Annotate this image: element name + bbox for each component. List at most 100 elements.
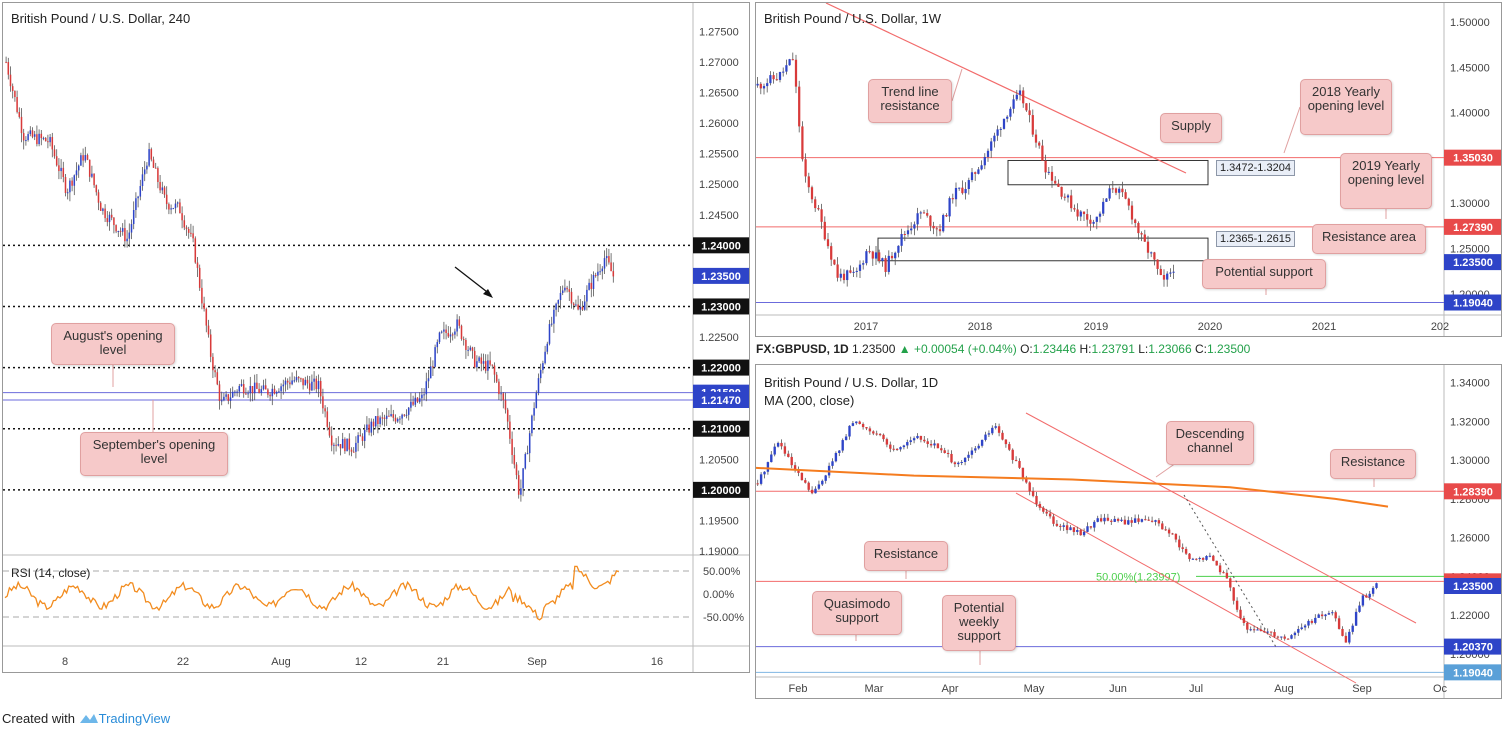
candle-body: [119, 230, 122, 232]
candle-body: [1086, 526, 1089, 532]
candle-body: [84, 155, 87, 161]
daily-chart-title: British Pound / U.S. Dollar, 1D: [764, 375, 939, 390]
candle-body: [427, 378, 430, 382]
candle-body: [1337, 618, 1341, 629]
candle-body: [1140, 519, 1144, 522]
candle-body: [597, 271, 599, 276]
candle-body: [1099, 518, 1103, 522]
candle-body: [1096, 518, 1099, 522]
candle-body: [289, 382, 291, 385]
candle-body: [1028, 482, 1031, 492]
candle-body: [341, 439, 344, 449]
candle-body: [75, 170, 78, 176]
september-opening-callout: September's opening level: [80, 432, 228, 476]
y-tick-label: 1.30000: [1450, 455, 1490, 467]
candle-body: [1038, 503, 1042, 508]
price-tag-label: 1.23500: [1453, 581, 1493, 593]
candle-body: [1150, 252, 1153, 254]
candle-body: [801, 126, 804, 160]
candle-body: [824, 475, 827, 481]
ma-label: MA (200, close): [764, 393, 855, 408]
candle-body: [476, 361, 478, 368]
candle-body: [405, 414, 408, 416]
y-tick-label: 1.26000: [699, 118, 739, 130]
y-tick-label: 1.34000: [1450, 378, 1490, 390]
daily-chart-canvas[interactable]: 50.00%(1.23997) 1.34000 1.32000 1.30000 1.28…: [756, 365, 1502, 699]
h4-chart-canvas[interactable]: 1.27500 1.27000 1.26500 1.26000 1.25500 1.250…: [3, 3, 750, 673]
candle-body: [1069, 527, 1072, 531]
weekly-chart-panel[interactable]: 1.500001.450001.400001.350001.300001.250…: [755, 2, 1502, 337]
candle-body: [346, 438, 348, 452]
candle-body: [798, 86, 801, 127]
candle-body: [844, 436, 848, 441]
candle-body: [176, 202, 179, 204]
daily-chart-panel[interactable]: 50.00%(1.23997) 1.34000 1.32000 1.30000 1.28…: [755, 364, 1502, 699]
candle-body: [403, 414, 406, 416]
footer: Created with TradingView: [2, 711, 170, 726]
supply-zone-label: 1.3472-1.3204: [1216, 160, 1295, 176]
candle-body: [368, 424, 370, 433]
candle-body: [1153, 252, 1156, 260]
potential-weekly-support-callout: Potential weekly support: [942, 595, 1016, 651]
candle-body: [370, 421, 373, 433]
candle-body: [1150, 520, 1154, 522]
candle-body: [1273, 632, 1276, 637]
candle-body: [807, 176, 810, 188]
candle-body: [506, 409, 509, 422]
candle-body: [146, 165, 148, 170]
candle-body: [544, 351, 546, 364]
weekly-chart-canvas[interactable]: 1.500001.450001.400001.350001.300001.250…: [756, 3, 1502, 337]
candle-body: [436, 342, 439, 348]
candle-body: [234, 391, 236, 393]
candle-body: [1092, 221, 1095, 224]
candle-body: [9, 74, 12, 87]
candle-body: [1048, 513, 1052, 517]
candle-body: [882, 434, 885, 440]
candle-body: [97, 192, 100, 203]
candle-body: [1025, 477, 1028, 483]
y-tick-label: 1.19500: [699, 515, 739, 527]
candle-body: [974, 172, 977, 174]
candle-body: [793, 465, 797, 470]
candle-body: [974, 448, 977, 451]
candle-body: [889, 444, 892, 449]
candle-body: [1014, 459, 1018, 461]
candle-body: [1113, 518, 1116, 522]
h4-chart-panel[interactable]: 1.27500 1.27000 1.26500 1.26000 1.25500 1.250…: [2, 2, 750, 673]
candle-body: [1334, 612, 1337, 619]
candle-body: [991, 427, 994, 434]
candle-body: [1280, 636, 1283, 638]
symbol-info-bar: FX:GBPUSD, 1D 1.23500 ▲ +0.00054 (+0.04%…: [756, 342, 1250, 356]
candle-body: [150, 149, 153, 160]
candle-body: [14, 91, 16, 98]
candle-body: [1188, 553, 1191, 560]
candle-body: [788, 59, 791, 66]
candle-body: [308, 383, 311, 391]
candle-body: [432, 366, 434, 368]
candle-body: [1079, 211, 1082, 217]
candle-body: [1031, 115, 1034, 135]
y-tick-label: 1.26500: [699, 87, 739, 99]
candle-body: [69, 180, 71, 193]
y-tick-label: 1.24500: [699, 210, 739, 222]
candle-body: [1120, 519, 1123, 521]
candle-body: [1082, 211, 1086, 215]
candle-body: [872, 431, 875, 434]
price-tag: [693, 237, 749, 254]
candle-body: [31, 130, 34, 137]
candle-body: [919, 435, 923, 440]
candle-body: [313, 378, 315, 382]
price-change: ▲ +0.00054 (+0.04%): [898, 342, 1017, 356]
candle-body: [1006, 116, 1009, 119]
candle-body: [1062, 525, 1065, 527]
candle-body: [174, 203, 177, 209]
candle-body: [957, 462, 960, 465]
candle-body: [820, 209, 823, 222]
candle-body: [996, 129, 999, 136]
candle-body: [1375, 583, 1378, 588]
candle-body: [1022, 90, 1025, 104]
rsi-label: RSI (14, close): [11, 566, 91, 580]
candle-body: [804, 159, 807, 177]
candle-body: [1331, 612, 1334, 614]
price-tag-label: 1.35030: [1453, 153, 1493, 165]
